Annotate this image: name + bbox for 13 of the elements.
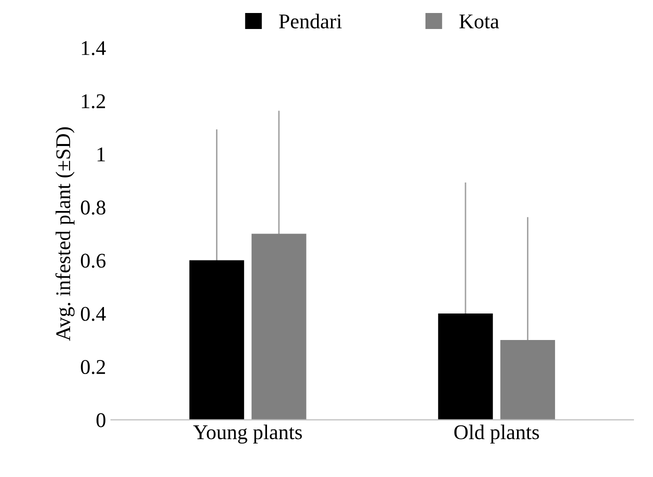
y-tick-label: 1 (98, 147, 105, 162)
y-axis-title: Avg. infested plant (±SD) (55, 127, 75, 341)
legend-label: Kota (459, 14, 499, 28)
y-tick-label: 0.6 (80, 254, 106, 268)
legend-label: Pendari (279, 14, 342, 28)
y-tick-label: 0.8 (80, 200, 106, 215)
y-tick-label: 1.2 (82, 94, 105, 108)
x-tick-label: Young plants (193, 424, 302, 444)
y-tick-label: 0 (96, 413, 106, 428)
y-tick-label: 0.4 (80, 306, 106, 321)
y-tick-label: 1.4 (82, 41, 106, 56)
x-tick-label: Old plants (454, 424, 539, 444)
y-tick-label: 0.2 (80, 360, 105, 374)
